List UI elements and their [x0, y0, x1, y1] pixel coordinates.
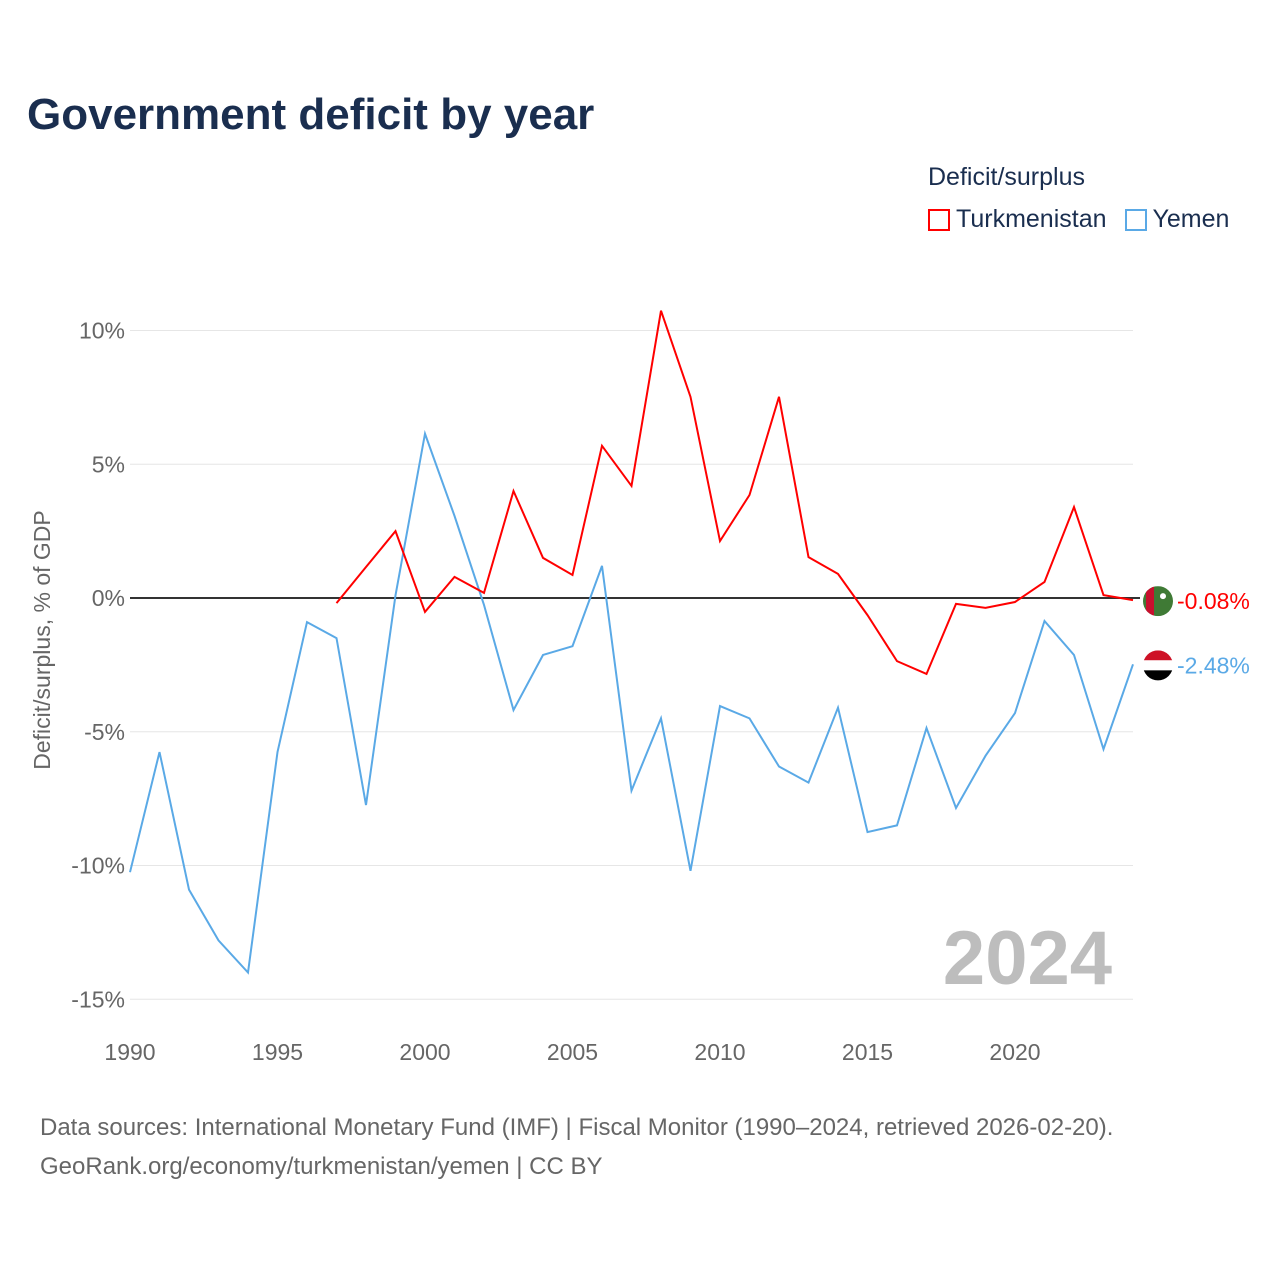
end-value-label: -0.08%: [1177, 588, 1250, 614]
legend-item-yemen[interactable]: Yemen: [1124, 205, 1230, 234]
y-tick-label: 10%: [79, 318, 125, 344]
source-line-1: Data sources: International Monetary Fun…: [40, 1114, 1114, 1141]
y-tick-label: -10%: [71, 853, 125, 879]
legend-item-turkmenistan[interactable]: Turkmenistan: [928, 205, 1107, 234]
x-tick-label: 1990: [104, 1039, 155, 1065]
y-tick-label: -5%: [84, 719, 125, 745]
legend-title: Deficit/surplus: [928, 163, 1085, 191]
x-tick-label: 1995: [252, 1039, 303, 1065]
x-tick-label: 2000: [399, 1039, 450, 1065]
legend-label: Yemen: [1152, 205, 1230, 233]
source-note: Data sources: International Monetary Fun…: [40, 1108, 1113, 1186]
series-line-yemen: [129, 429, 1134, 975]
x-tick-label: 2005: [547, 1039, 598, 1065]
legend: Turkmenistan Yemen: [928, 205, 1229, 234]
end-value-label: -2.48%: [1177, 652, 1250, 678]
legend-label: Turkmenistan: [956, 205, 1107, 233]
series-line-turkmenistan: [335, 310, 1134, 676]
x-tick-label: 2015: [842, 1039, 893, 1065]
chart-title: Government deficit by year: [27, 90, 595, 139]
legend-swatch: [1124, 208, 1147, 231]
year-watermark: 2024: [943, 916, 1112, 1001]
y-tick-label: 5%: [92, 451, 125, 477]
y-tick-label: -15%: [71, 986, 125, 1012]
flag-turkmenistan-icon: [1143, 586, 1173, 617]
x-tick-label: 2010: [694, 1039, 745, 1065]
source-link[interactable]: GeoRank.org/economy/turkmenistan/yemen |…: [40, 1153, 603, 1180]
y-axis-label: Deficit/surplus, % of GDP: [29, 510, 55, 769]
legend-swatch: [928, 208, 950, 231]
flag-yemen-icon: [1143, 650, 1173, 681]
x-tick-label: 2020: [989, 1039, 1040, 1065]
y-tick-label: 0%: [92, 585, 125, 611]
